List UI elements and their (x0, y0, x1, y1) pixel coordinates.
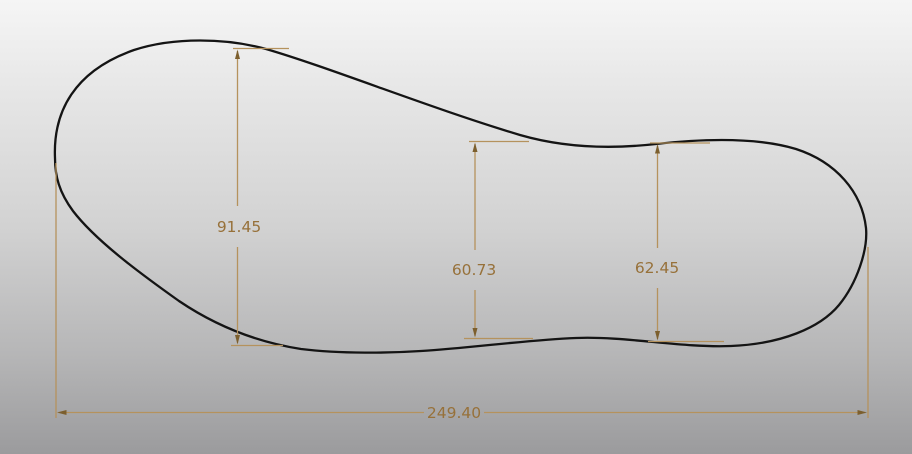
dimension-value-label[interactable]: 60.73 (452, 261, 496, 279)
arrowhead-left (57, 410, 67, 415)
arrowhead-bottom (472, 328, 478, 338)
arrowhead-bottom (235, 335, 240, 345)
dimension-overall-length[interactable]: 249.40 (55, 163, 869, 422)
arrowhead-top (655, 144, 660, 154)
dimension-toe-height[interactable]: 91.45 (217, 47, 289, 347)
dimension-heel-height[interactable]: 62.45 (635, 142, 724, 343)
arrowhead-top (472, 142, 478, 152)
arrowhead-top (235, 49, 240, 59)
dimension-arch-height[interactable]: 60.73 (452, 140, 533, 340)
dimension-value-label[interactable]: 91.45 (217, 218, 261, 236)
arrowhead-bottom (655, 331, 660, 341)
dimension-value-label[interactable]: 249.40 (427, 404, 481, 422)
arrowhead-right (857, 410, 867, 415)
sole-outline-curve[interactable] (53, 39, 868, 354)
dimension-value-label[interactable]: 62.45 (635, 259, 679, 277)
